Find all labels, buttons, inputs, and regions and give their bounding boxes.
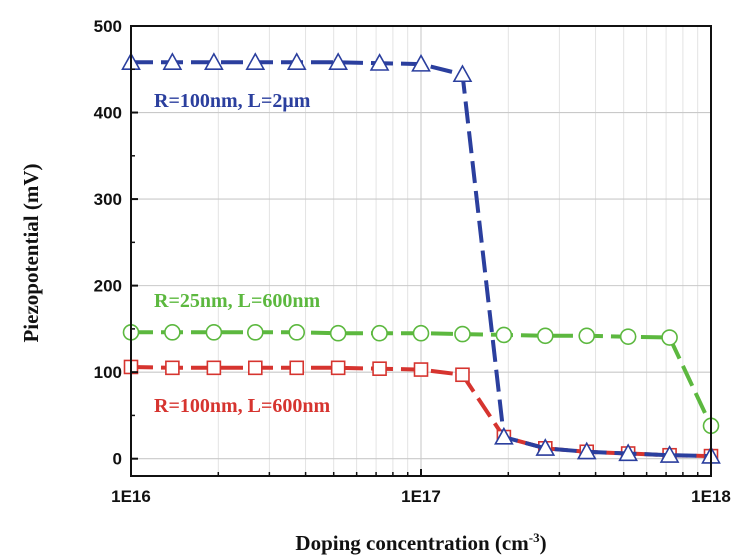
x-axis-title-tail: ) — [540, 531, 547, 555]
data-point-triangle — [245, 52, 266, 70]
data-point-triangle — [162, 52, 183, 70]
data-point-square — [330, 360, 346, 376]
data-point-circle — [661, 329, 678, 346]
gridlines — [130, 25, 711, 476]
data-point-circle — [164, 324, 181, 341]
series-annotations: R=100nm, L=2μm R=25nm, L=600nm R=100nm, L=… — [154, 90, 330, 417]
y-tick-label: 500 — [94, 17, 122, 36]
data-point-triangle — [535, 438, 556, 456]
data-point-square — [206, 360, 222, 376]
data-point-circle — [371, 324, 388, 342]
x-axis-title-main: Doping concentration (cm — [295, 531, 529, 555]
y-tick-label: 100 — [94, 363, 122, 382]
data-point-triangle — [411, 53, 431, 72]
data-point-circle — [495, 326, 513, 344]
data-point-triangle — [494, 426, 514, 445]
series-annotation-label: R=25nm, L=600nm — [154, 290, 320, 312]
y-tick-label: 200 — [94, 277, 122, 296]
y-axis-title: Piezopotential (mV) — [19, 163, 43, 342]
data-point-circle — [288, 324, 306, 341]
data-point-circle — [454, 325, 471, 343]
data-point-circle — [246, 324, 264, 341]
series-layer — [121, 52, 721, 464]
data-point-square — [165, 360, 180, 376]
data-point-triangle — [452, 64, 473, 83]
data-point-triangle — [328, 52, 349, 70]
axes-layer: 0 100 200 300 400 500 1E16 1E17 1E18 — [94, 17, 731, 506]
x-tick-label: 1E17 — [401, 487, 441, 506]
data-point-circle — [536, 327, 554, 345]
y-tick-label: 400 — [94, 104, 122, 123]
data-point-circle — [578, 327, 596, 345]
x-tick-label: 1E16 — [111, 487, 151, 506]
series-annotation-label: R=100nm, L=600nm — [154, 395, 330, 417]
data-point-triangle — [659, 445, 680, 463]
data-point-square — [372, 361, 387, 376]
data-point-triangle — [576, 441, 597, 460]
data-point-triangle — [204, 52, 224, 70]
data-point-triangle — [369, 53, 390, 71]
data-point-circle — [329, 324, 347, 342]
data-point-circle — [412, 324, 430, 342]
y-tick-label: 0 — [113, 450, 122, 469]
x-axis-title-superscript: -3 — [529, 530, 540, 545]
x-tick-label: 1E18 — [691, 487, 731, 506]
data-point-square — [455, 367, 470, 383]
series-annotation-label: R=100nm, L=2μm — [154, 90, 311, 112]
data-point-triangle — [618, 443, 639, 462]
data-point-square — [289, 360, 305, 376]
data-point-circle — [619, 328, 637, 345]
data-point-square — [413, 362, 429, 377]
data-point-square — [247, 360, 263, 376]
y-tick-label: 300 — [94, 190, 122, 209]
data-point-triangle — [286, 52, 307, 70]
x-axis-title: Doping concentration (cm-3) — [295, 530, 546, 555]
data-point-circle — [205, 324, 223, 341]
